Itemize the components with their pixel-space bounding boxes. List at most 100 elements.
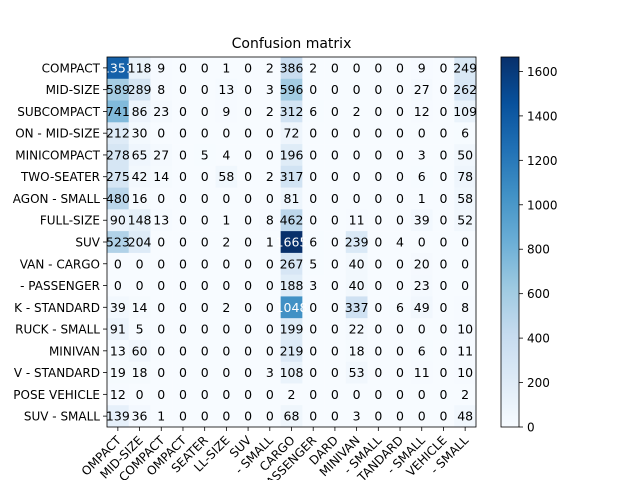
cell-value-label: 0 [201, 104, 209, 119]
cell-value-label: 60 [132, 343, 148, 358]
cell-value-label: 118 [128, 60, 152, 75]
cell-value-label: 53 [349, 365, 365, 380]
heatmap-cell [410, 187, 433, 210]
row-tick-label: COMPACT [42, 61, 101, 75]
heatmap-cell [107, 252, 130, 275]
cell-value-label: 0 [396, 256, 404, 271]
heatmap-cell [237, 361, 260, 384]
cell-value-label: 0 [136, 256, 144, 271]
cell-value-label: 0 [157, 191, 165, 206]
heatmap-cell [367, 209, 390, 232]
heatmap-cell [215, 296, 238, 319]
heatmap-cell [345, 209, 368, 232]
cell-value-label: 0 [244, 235, 252, 250]
heatmap-cell [432, 361, 455, 384]
heatmap-cell [345, 383, 368, 406]
heatmap-cell [389, 122, 412, 145]
cell-value-label: 0 [114, 278, 122, 293]
cell-value-label: 0 [201, 256, 209, 271]
heatmap-cell [389, 252, 412, 275]
cell-value-label: 204 [128, 235, 152, 250]
cell-value-label: 0 [374, 147, 382, 162]
heatmap-cell [345, 122, 368, 145]
cell-value-label: 0 [396, 147, 404, 162]
cell-value-label: 239 [345, 235, 369, 250]
cell-value-label: 0 [439, 191, 447, 206]
cell-value-label: 0 [309, 213, 317, 228]
heatmap-cell [432, 383, 455, 406]
heatmap-cell [258, 78, 281, 101]
cell-value-label: 0 [418, 235, 426, 250]
cell-value-label: 0 [396, 191, 404, 206]
heatmap-cell [215, 144, 238, 167]
cell-value-label: 22 [349, 322, 365, 337]
heatmap-cell [193, 339, 216, 363]
heatmap-cell [324, 209, 347, 232]
cell-value-label: 0 [222, 322, 230, 337]
heatmap-cell [258, 252, 281, 275]
heatmap-cell [324, 318, 347, 341]
heatmap-cell [324, 339, 347, 363]
cell-value-label: 0 [179, 104, 187, 119]
heatmap-cell [107, 187, 130, 210]
cell-value-label: 18 [132, 365, 148, 380]
heatmap-cell [280, 383, 303, 406]
heatmap-cell [302, 383, 325, 406]
heatmap-cell [389, 78, 412, 101]
heatmap-cell [454, 252, 477, 275]
heatmap-cell [280, 165, 303, 188]
heatmap-cell [128, 252, 151, 275]
cell-value-label: 86 [132, 104, 148, 119]
cell-value-label: 0 [201, 169, 209, 184]
cell-value-label: 0 [222, 387, 230, 402]
cell-value-label: 0 [201, 60, 209, 75]
heatmap-cell [150, 339, 173, 363]
heatmap-cell [107, 78, 130, 101]
heatmap-cell [258, 405, 281, 428]
heatmap-cell [215, 361, 238, 384]
cell-value-label: 78 [457, 169, 473, 184]
heatmap-cell [128, 100, 151, 123]
cell-value-label: 58 [218, 169, 234, 184]
cell-value-label: 14 [132, 300, 148, 315]
heatmap-cell [172, 122, 195, 145]
cell-value-label: 58 [457, 191, 473, 206]
heatmap-cell [367, 339, 390, 363]
heatmap-cell [410, 339, 433, 363]
heatmap-cell [107, 274, 130, 297]
cell-value-label: 0 [418, 322, 426, 337]
heatmap-cell [215, 57, 238, 80]
heatmap-cell [280, 405, 303, 428]
heatmap-cell [410, 144, 433, 167]
cell-value-label: 0 [461, 256, 469, 271]
heatmap-cell [237, 231, 260, 254]
cell-value-label: 13 [110, 343, 126, 358]
cell-value-label: 0 [244, 82, 252, 97]
heatmap-cell [324, 78, 347, 101]
cell-value-label: 10 [457, 322, 473, 337]
heatmap-cell [258, 187, 281, 210]
heatmap-cell [150, 165, 173, 188]
cell-value-label: 90 [110, 213, 126, 228]
cell-value-label: 0 [309, 82, 317, 97]
heatmap-cell [172, 100, 195, 123]
cell-value-label: 0 [201, 126, 209, 141]
cell-value-label: 0 [179, 82, 187, 97]
heatmap-cell [389, 165, 412, 188]
heatmap-cell [150, 144, 173, 167]
heatmap-cell [389, 187, 412, 210]
heatmap-cell [107, 339, 130, 363]
cell-value-label: 13 [218, 82, 234, 97]
cell-value-label: 0 [266, 322, 274, 337]
heatmap-cell [410, 405, 433, 428]
colorbar-tick-label: 400 [527, 332, 550, 346]
heatmap-cell [237, 57, 260, 80]
heatmap-cell [367, 144, 390, 167]
heatmap-cell [128, 383, 151, 406]
heatmap-cell [454, 405, 477, 428]
cell-value-label: 19 [110, 365, 126, 380]
cell-value-label: 40 [349, 278, 365, 293]
cell-value-label: 2 [222, 300, 230, 315]
heatmap-cell [280, 209, 303, 232]
heatmap-cell [215, 78, 238, 101]
